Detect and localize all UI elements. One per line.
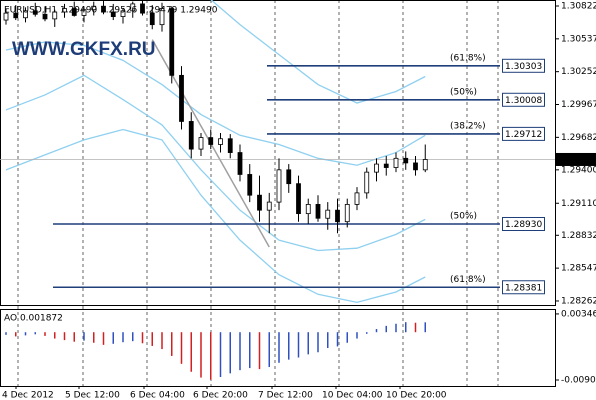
candle-body: [315, 204, 321, 219]
current-price-box: [556, 152, 596, 166]
candle-body: [364, 171, 370, 194]
y-tick-label: 1.29682: [561, 133, 596, 143]
candle-body: [3, 12, 9, 21]
candle-body: [335, 209, 340, 223]
candle-body: [23, 10, 28, 19]
x-tick-label: 4 Dec 2012: [2, 391, 54, 400]
candle-body: [344, 204, 350, 223]
x-tick-label: 6 Dec 20:00: [193, 391, 248, 400]
candle-body: [101, 5, 106, 13]
band-line: [210, 0, 426, 104]
fib-price-label: 1.30008: [505, 96, 542, 106]
fib-label: (61.8%): [450, 275, 486, 285]
fib-label: (38.2%): [450, 121, 486, 131]
candle-body: [296, 183, 301, 215]
indicator-tick-label: 0.003465: [561, 309, 596, 319]
candle-body: [71, 8, 77, 16]
candle-body: [149, 12, 155, 26]
candle-body: [130, 3, 136, 12]
y-tick-label: 1.28547: [561, 264, 596, 274]
candle-body: [393, 157, 399, 168]
candle-body: [120, 10, 126, 17]
y-tick-label: 1.29400: [561, 165, 596, 175]
candle-body: [179, 74, 184, 122]
current-price-label: 1.29490: [558, 155, 595, 165]
candle-body: [383, 163, 389, 168]
header: EURUSD,H1 1.29490 1.29526 1.29479 1.2949…: [4, 6, 218, 16]
candle-body: [218, 138, 223, 145]
fib-price-box: [502, 216, 545, 231]
main-plot: (61.8%) (50%) (38.2%) (50%) (61.8%): [0, 0, 555, 304]
fib-price-box: [502, 126, 545, 141]
separators: [17, 0, 499, 386]
candle-body: [227, 138, 233, 153]
candle-body: [208, 137, 214, 145]
x-tick-label: 10 Dec 20:00: [386, 391, 447, 400]
x-tick-label: 7 Dec 12:00: [258, 391, 313, 400]
x-tick-label: 5 Dec 12:00: [65, 391, 120, 400]
candle-body: [198, 137, 204, 150]
candle-body: [13, 12, 19, 19]
main-frame: [0, 0, 556, 306]
y-tick-label: 1.30252: [561, 67, 596, 77]
indicator-plot: [5, 322, 426, 380]
candle-body: [91, 5, 97, 11]
candle-body: [81, 9, 87, 16]
fib-price-box: [502, 280, 545, 295]
candle-body: [325, 209, 331, 219]
candle-body: [276, 169, 282, 203]
y-tick-label: 1.29110: [561, 199, 596, 209]
candle-body: [422, 159, 428, 171]
candle-body: [52, 11, 58, 20]
candle-body: [354, 192, 360, 205]
band-line: [5, 74, 426, 252]
watermark: WWW.GKFX.RU: [12, 39, 156, 60]
candle-body: [42, 13, 48, 20]
fib-price-box: [502, 58, 545, 73]
fib-price-label: 1.28930: [505, 220, 542, 230]
candle-body: [188, 121, 194, 150]
candle-body: [286, 169, 292, 185]
candle-body: [169, 8, 175, 76]
candle-body: [32, 10, 38, 15]
indicator-label: AO 0.001872: [4, 314, 63, 324]
candle-body: [305, 204, 311, 215]
candle-body: [413, 162, 418, 171]
candle-body: [257, 194, 262, 211]
y-tick-label: 1.30537: [561, 34, 596, 44]
x-tick-label: 10 Dec 04:00: [322, 391, 383, 400]
fib-label: (50%): [450, 211, 477, 221]
fib-price-label: 1.30303: [505, 62, 542, 72]
candle-body: [159, 8, 165, 26]
candle-body: [403, 157, 409, 164]
x-tick-label: 6 Dec 04:00: [130, 391, 185, 400]
candle-body: [62, 8, 67, 13]
band-line: [5, 41, 426, 166]
y-tick-label: 1.30822: [561, 1, 596, 11]
candle-body: [110, 11, 116, 17]
fib-label: (50%): [450, 87, 477, 97]
candle-body: [374, 163, 379, 173]
fib-label: (61.8%): [450, 53, 486, 63]
fib-price-label: 1.28381: [505, 283, 542, 293]
y-tick-label: 1.28262: [561, 296, 596, 306]
indicator-tick-label: -0.00906: [561, 375, 596, 385]
candle-body: [247, 174, 253, 196]
y-tick-label: 1.28832: [561, 231, 596, 241]
candle-body: [140, 3, 145, 14]
fib-price-box: [502, 92, 545, 107]
fib-price-label: 1.29712: [505, 130, 542, 140]
candle-body: [237, 152, 243, 175]
y-tick-label: 1.29967: [561, 100, 596, 110]
band-line: [5, 128, 426, 304]
candle-body: [266, 201, 272, 211]
indicator-frame: [0, 309, 556, 387]
